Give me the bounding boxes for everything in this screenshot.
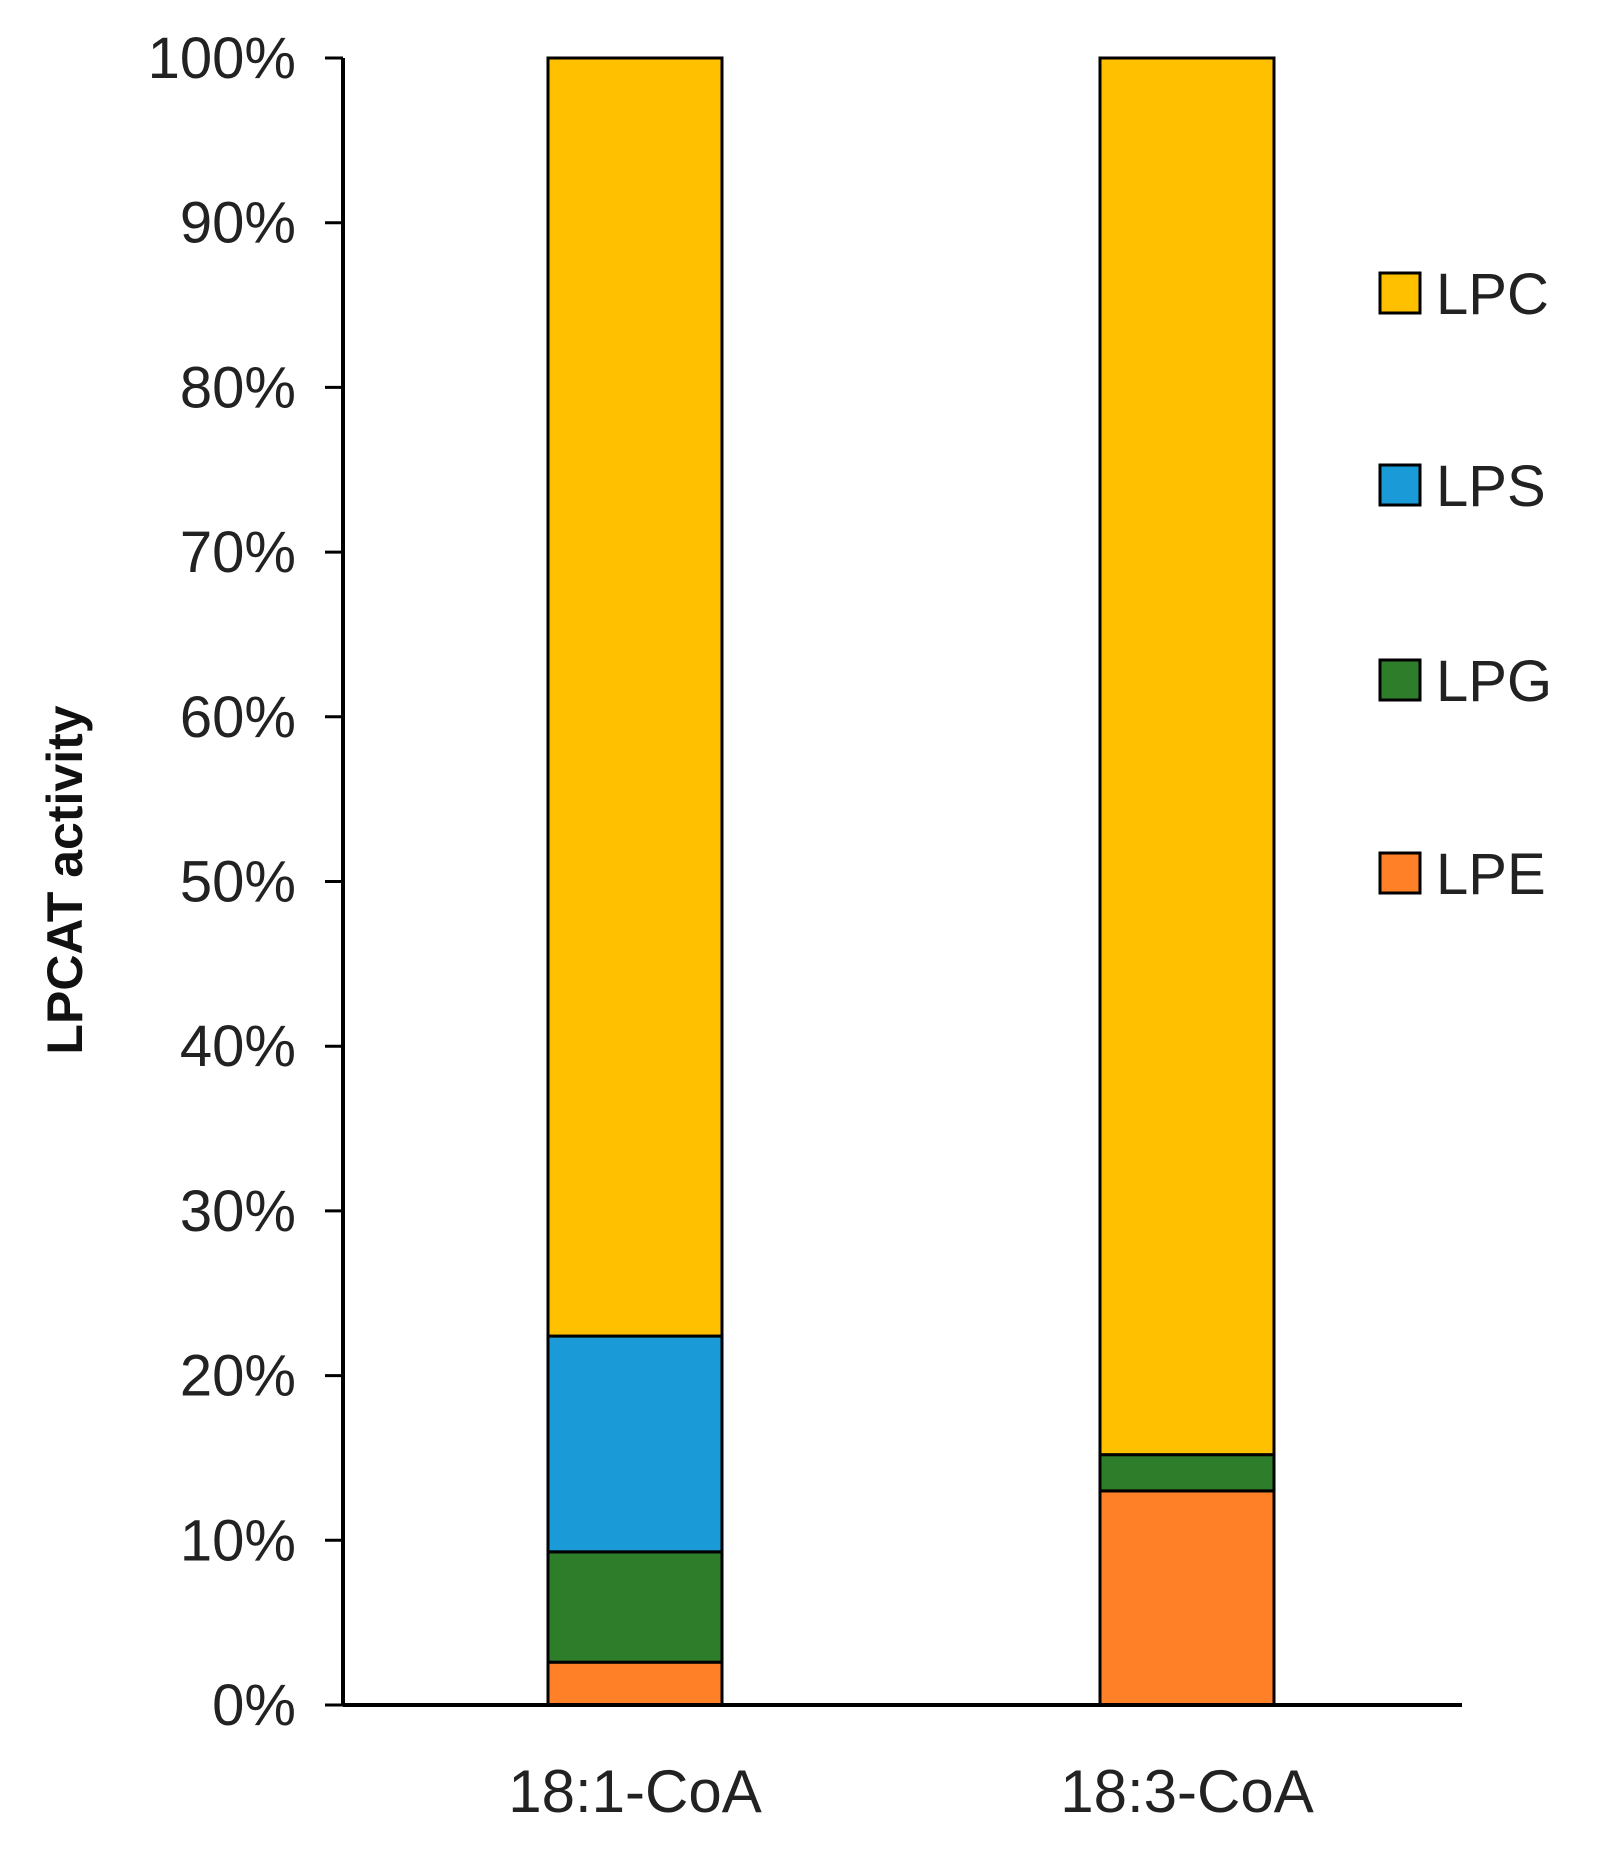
y-tick-label: 30% — [180, 1179, 296, 1244]
legend-label-lpe: LPE — [1436, 842, 1546, 907]
y-tick-label: 100% — [148, 26, 296, 91]
bar-segment-lps — [546, 1334, 724, 1554]
bar-segment-lpg — [1098, 1453, 1276, 1493]
bar-segment-lpc — [546, 56, 724, 1338]
y-tick-label: 70% — [180, 520, 296, 585]
legend-swatch-lpg — [1378, 658, 1422, 702]
legend-label-lpg: LPG — [1436, 649, 1552, 714]
bar-segment-lpe — [546, 1660, 724, 1707]
y-tick-label: 60% — [180, 685, 296, 750]
legend-label-lpc: LPC — [1436, 262, 1549, 327]
bar-segment-lpg — [546, 1550, 724, 1664]
x-category-label: 18:1-CoA — [508, 1758, 761, 1825]
y-tick-label: 40% — [180, 1014, 296, 1079]
legend-swatch-lps — [1378, 463, 1422, 507]
bar-segment-lpc — [1098, 56, 1276, 1457]
y-axis-title: LPCAT activity — [37, 705, 93, 1054]
bar-segment-lpe — [1098, 1489, 1276, 1707]
y-tick-label: 90% — [180, 191, 296, 256]
y-tick-label: 10% — [180, 1508, 296, 1573]
y-tick-label: 0% — [212, 1673, 296, 1738]
legend-swatch-lpe — [1378, 851, 1422, 895]
y-tick-label: 50% — [180, 850, 296, 915]
bars — [546, 56, 1276, 1707]
y-tick-label: 80% — [180, 355, 296, 420]
y-tick-label: 20% — [180, 1344, 296, 1409]
legend: LPC LPS LPG LPE — [1378, 262, 1552, 907]
x-axis-labels: 18:1-CoA 18:3-CoA — [508, 1758, 1313, 1825]
y-axis-ticks: 0% 10% 20% 30% 40% 50% 60% 70% 80% 90% 100% — [148, 26, 343, 1738]
legend-swatch-lpc — [1378, 271, 1422, 315]
legend-label-lps: LPS — [1436, 454, 1546, 519]
x-category-label: 18:3-CoA — [1060, 1758, 1313, 1825]
